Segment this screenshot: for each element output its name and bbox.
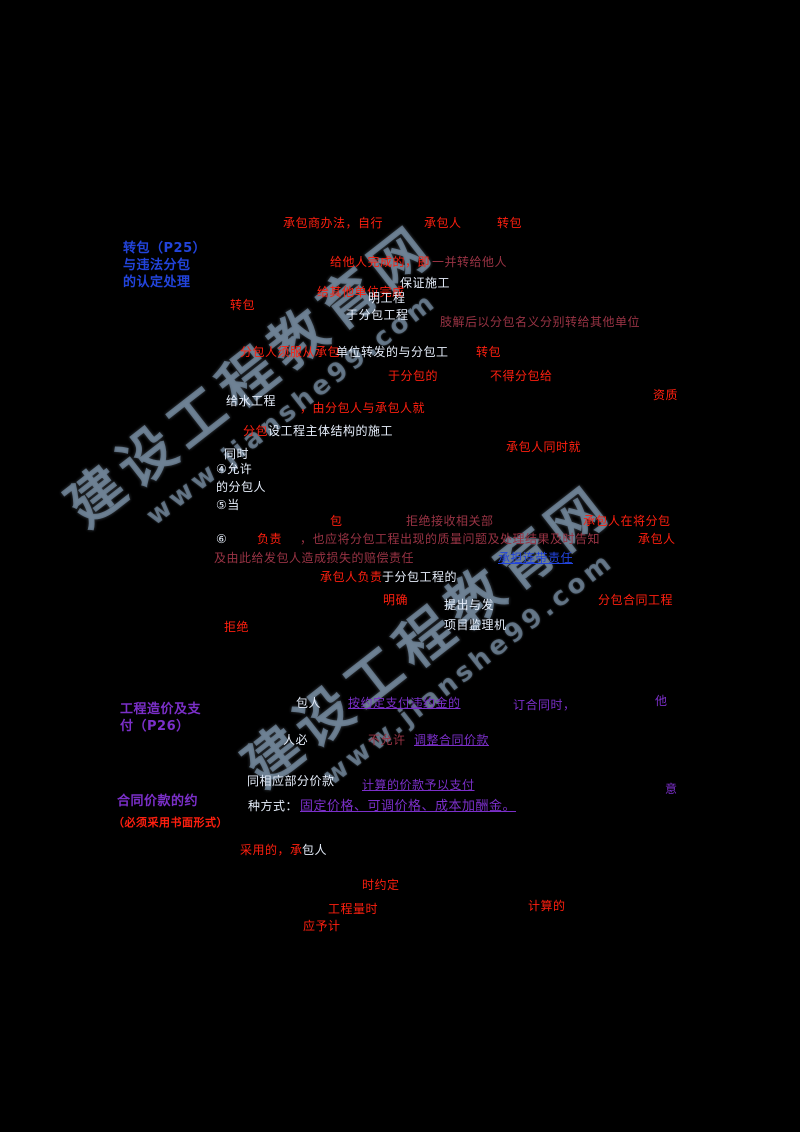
text-fragment: 承包商办法，自行: [283, 216, 384, 230]
text-fragment: 明工程: [368, 291, 406, 305]
text-fragment: 拒绝: [224, 620, 250, 634]
text-fragment: ⑤当: [216, 498, 240, 512]
text-fragment: 的认定处理: [123, 275, 191, 290]
text-fragment: 固定价格、可调价格、成本加酬金。: [300, 799, 517, 814]
text-fragment: ，由分包人与承包人就: [300, 401, 426, 415]
text-fragment: 给其他单位完成: [317, 285, 405, 299]
text-fragment: 保证施工: [400, 276, 451, 290]
text-fragment: 同相应部分价款: [247, 774, 335, 788]
text-fragment: 调整合同价款: [414, 733, 490, 747]
text-fragment: ④允许: [216, 462, 253, 476]
text-fragment: 转包: [476, 345, 502, 359]
text-fragment: 不得分包给: [490, 369, 553, 383]
text-fragment: 承包人同时就: [506, 440, 582, 454]
text-fragment: 按约定支付违约金的: [348, 696, 461, 710]
text-fragment: 意: [665, 782, 678, 796]
text-fragment: 分包合同工程: [598, 593, 674, 607]
text-fragment: 于分包工程: [346, 308, 409, 322]
text-fragment: 包: [330, 514, 343, 528]
text-fragment: 计算的价款予以支付: [362, 778, 475, 792]
text-fragment: 采用的，承: [240, 843, 303, 857]
text-fragment: 不允许: [368, 733, 406, 747]
text-fragment: 提出与发: [444, 598, 495, 612]
watermark-text-url: www.jianshe99.com: [317, 546, 620, 792]
text-fragment: 人必: [283, 733, 309, 747]
text-fragment: 转包: [497, 216, 523, 230]
text-fragment: 同时: [224, 447, 250, 461]
text-fragment: 设工程主体结构的施工: [268, 424, 394, 438]
text-fragment: 项目监理机: [444, 618, 507, 632]
text-fragment: 承包人: [638, 532, 676, 546]
text-fragment: ，也应将分包工程出现的质量问题及处理结果及时告知: [300, 532, 601, 546]
text-fragment: 肢解后以分包名义分别转给其他单位: [440, 315, 641, 329]
text-fragment: 资质: [653, 388, 679, 402]
text-fragment: 的分包人: [216, 480, 267, 494]
text-fragment: 工程量时: [328, 902, 379, 916]
text-fragment: 于分包的: [388, 369, 439, 383]
text-fragment: 计算的: [528, 899, 566, 913]
text-fragment: 包人: [296, 696, 322, 710]
text-fragment: 转包（P25）: [123, 241, 207, 256]
text-fragment: 付（P26）: [120, 719, 190, 734]
text-fragment: 工程造价及支: [120, 702, 202, 717]
text-fragment: 承包人: [424, 216, 462, 230]
text-fragment: 合同价款的约: [117, 794, 199, 809]
text-fragment: 承包人负责: [320, 570, 383, 584]
text-fragment: 负责: [257, 532, 283, 546]
watermark-text-url: www.jianshe99.com: [140, 286, 443, 532]
text-fragment: 明确: [383, 593, 409, 607]
text-fragment: 及由此给发包人造成损失的赔偿责任: [214, 551, 415, 565]
text-fragment: 于分包工程的: [382, 570, 458, 584]
text-fragment: （必须采用书面形式）: [113, 816, 228, 829]
text-fragment: 他: [655, 694, 668, 708]
text-fragment: 分包: [243, 424, 269, 438]
text-fragment: 一并转给他人: [432, 255, 508, 269]
text-fragment: 包人: [302, 843, 328, 857]
text-fragment: 承担连带责任: [498, 551, 574, 565]
text-fragment: 分包人须服从承包: [240, 345, 341, 359]
text-fragment: ⑥: [216, 532, 228, 546]
text-fragment: 给他人完成的，即: [330, 255, 431, 269]
text-fragment: 单位转发的与分包工: [336, 345, 449, 359]
text-fragment: 与违法分包: [123, 258, 191, 273]
text-fragment: 给水工程: [226, 394, 277, 408]
text-fragment: 拒绝接收相关部: [406, 514, 494, 528]
text-fragment: 转包: [230, 298, 256, 312]
text-fragment: 种方式：: [248, 799, 299, 813]
text-fragment: 承包人在将分包: [583, 514, 671, 528]
text-fragment: 应予计: [303, 919, 341, 933]
text-fragment: 时约定: [362, 878, 400, 892]
text-fragment: 订合同时，: [513, 698, 576, 712]
